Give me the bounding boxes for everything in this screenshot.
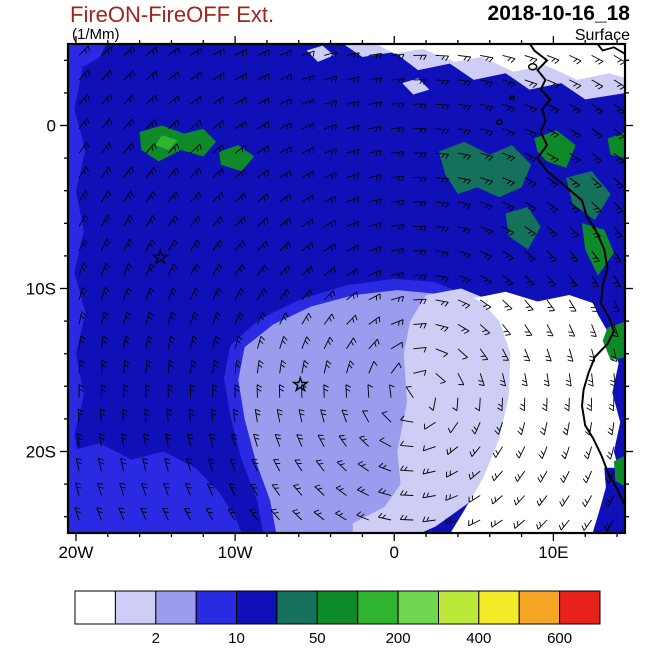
colorbar-box-2 [155,590,197,625]
x-tick-label: 10E [538,543,568,562]
field-region-lavender-speck-2 [402,78,430,95]
field-region-green-edge-ne [607,132,625,158]
y-tick-label: 0 [47,117,56,136]
colorbar-label: 200 [386,630,411,647]
field-region-green-west-core [155,135,178,150]
colorbar-box-0 [74,590,116,625]
colorbar-box-11 [518,590,561,625]
plot-datetime: 2018-10-16_18 [487,2,630,25]
colorbar-box-3 [195,590,238,625]
field-region-top-band-white [376,44,625,80]
field-region-top-left-corner [68,44,107,67]
map-field [68,44,625,533]
colorbar-label: 400 [466,630,491,647]
coastline-fragment [596,44,625,55]
colorbar-box-12 [559,590,601,625]
coastline [528,44,625,506]
field-region-teal-south-spot [505,207,541,250]
star-marker-0 [151,248,170,266]
colorbar-box-5 [276,590,318,625]
plot-title: FireON-FireOFF Ext. [70,2,275,27]
x-tick-label: 0 [390,543,399,562]
island-outline-2 [495,119,503,126]
axis-ticks [60,36,633,541]
field-region-white-zone [450,291,623,533]
colorbar-box-1 [114,590,157,625]
colorbar-label: 2 [152,630,160,647]
field-region-coast-strip-south [592,467,625,533]
colorbar-box-6 [316,590,359,625]
colorbar: 2 10 50 200 400 600 [74,590,601,647]
plot-level-label: Surface [574,27,630,44]
colorbar-label: 10 [228,630,245,647]
colorbar-label: 50 [309,630,326,647]
field-region-green-edge-1 [602,321,625,361]
star-marker-1 [291,375,310,393]
field-region-lavender-speck-1 [306,45,334,62]
y-tick-label: 20S [26,443,56,462]
island-outline-1 [509,95,515,101]
colorbar-box-10 [478,590,520,625]
wind-barbs [74,45,625,532]
colorbar-box-4 [236,590,278,625]
x-tick-label: 10W [218,543,253,562]
plot-units-label: (1/Mm) [72,26,120,43]
y-tick-label: 10S [26,280,56,299]
colorbar-label: 600 [547,630,572,647]
field-region-bottom-left-region [68,443,242,533]
colorbar-box-8 [397,590,440,625]
field-region-green-edge-2 [613,455,625,487]
field-region-left-edge-strip [68,44,86,533]
colorbar-box-9 [438,590,480,625]
field-region-green-west-1 [139,125,216,162]
x-tick-label: 20W [58,543,93,562]
field-region-green-west-2 [219,145,255,172]
island-outline-0 [527,63,538,71]
colorbar-box-7 [357,590,399,625]
